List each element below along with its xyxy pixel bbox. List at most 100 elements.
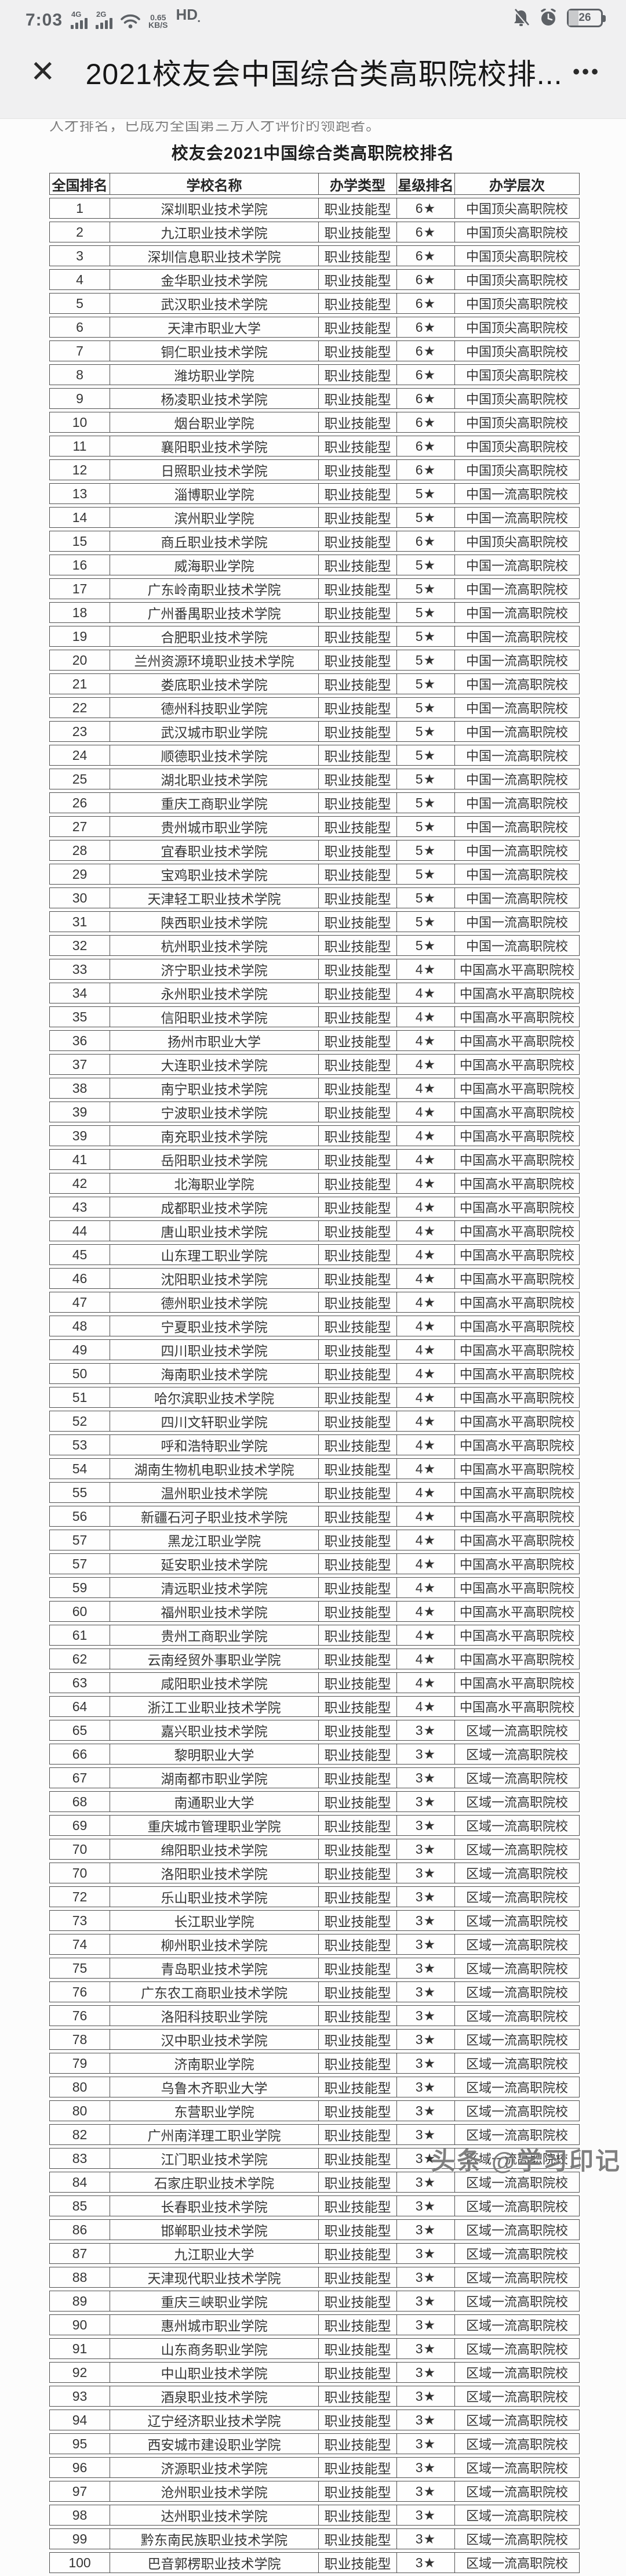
- table-row: 76 洛阳科技职业学院 职业技能型 3★ 区域一流高职院校: [49, 2005, 580, 2026]
- star-cell: 3★: [397, 2243, 455, 2264]
- school-name-cell: 四川文轩职业学院: [110, 1411, 319, 1432]
- table-row: 69 重庆城市管理职业学院 职业技能型 3★ 区域一流高职院校: [49, 1815, 580, 1836]
- intro-text-clipped: 人才排名，已成为全国第三方人才评价的领跑者。: [49, 121, 626, 135]
- type-cell: 职业技能型: [319, 2552, 397, 2573]
- school-name-cell: 重庆三峡职业学院: [110, 2291, 319, 2311]
- rank-cell: 8: [49, 364, 110, 385]
- table-row: 60 福州职业技术学院 职业技能型 4★ 中国高水平高职院校: [49, 1601, 580, 1622]
- battery-percent: 26: [578, 12, 591, 24]
- table-title: 校友会2021中国综合类高职院校排名: [171, 144, 455, 163]
- header-star: 星级排名: [397, 173, 455, 195]
- school-name-cell: 湖北职业技术学院: [110, 769, 319, 789]
- more-menu-icon[interactable]: •••: [573, 60, 600, 83]
- table-row: 64 浙江工业职业技术学院 职业技能型 4★ 中国高水平高职院校: [49, 1696, 580, 1717]
- star-cell: 4★: [397, 1316, 455, 1336]
- school-name-cell: 德州科技职业学院: [110, 697, 319, 718]
- table-row: 46 沈阳职业技术学院 职业技能型 4★ 中国高水平高职院校: [49, 1268, 580, 1289]
- star-cell: 6★: [397, 459, 455, 480]
- ranking-table-body: 1 深圳职业技术学院 职业技能型 6★ 中国顶尖高职院校 2 九江职业技术学院 职业技能型 6★…: [49, 198, 580, 2573]
- level-cell: 区域一流高职院校: [455, 2386, 580, 2407]
- star-cell: 3★: [397, 2195, 455, 2216]
- school-name-cell: 威海职业学院: [110, 555, 319, 575]
- table-row: 85 长春职业技术学院 职业技能型 3★ 区域一流高职院校: [49, 2195, 580, 2216]
- level-cell: 中国一流高职院校: [455, 697, 580, 718]
- level-cell: 区域一流高职院校: [455, 2005, 580, 2026]
- star-cell: 3★: [397, 2433, 455, 2454]
- table-row: 66 黎明职业大学 职业技能型 3★ 区域一流高职院校: [49, 1744, 580, 1765]
- type-cell: 职业技能型: [319, 816, 397, 837]
- school-name-cell: 广东岭南职业技术学院: [110, 578, 319, 599]
- school-name-cell: 天津现代职业技术学院: [110, 2267, 319, 2288]
- type-cell: 职业技能型: [319, 1601, 397, 1622]
- level-cell: 区域一流高职院校: [455, 2100, 580, 2121]
- type-cell: 职业技能型: [319, 2243, 397, 2264]
- type-cell: 职业技能型: [319, 2077, 397, 2097]
- level-cell: 中国高水平高职院校: [455, 1292, 580, 1313]
- rank-cell: 66: [49, 1744, 110, 1765]
- type-cell: 职业技能型: [319, 436, 397, 456]
- type-cell: 职业技能型: [319, 1886, 397, 1907]
- level-cell: 中国一流高职院校: [455, 602, 580, 623]
- star-cell: 4★: [397, 1363, 455, 1384]
- type-cell: 职业技能型: [319, 1268, 397, 1289]
- table-row: 39 南充职业技术学院 职业技能型 4★ 中国高水平高职院校: [49, 1125, 580, 1146]
- table-row: 33 济宁职业技术学院 职业技能型 4★ 中国高水平高职院校: [49, 959, 580, 980]
- star-cell: 5★: [397, 507, 455, 528]
- type-cell: 职业技能型: [319, 2195, 397, 2216]
- rank-cell: 57: [49, 1553, 110, 1574]
- type-cell: 职业技能型: [319, 531, 397, 552]
- school-name-cell: 济源职业技术学院: [110, 2457, 319, 2478]
- rank-cell: 61: [49, 1625, 110, 1646]
- school-name-cell: 济南职业学院: [110, 2053, 319, 2074]
- school-name-cell: 柳州职业技术学院: [110, 1934, 319, 1955]
- rank-cell: 67: [49, 1767, 110, 1788]
- school-name-cell: 扬州市职业大学: [110, 1030, 319, 1051]
- school-name-cell: 潍坊职业学院: [110, 364, 319, 385]
- table-row: 39 宁波职业技术学院 职业技能型 4★ 中国高水平高职院校: [49, 1102, 580, 1122]
- level-cell: 区域一流高职院校: [455, 1767, 580, 1788]
- star-cell: 3★: [397, 2077, 455, 2097]
- star-cell: 5★: [397, 911, 455, 932]
- star-cell: 4★: [397, 1054, 455, 1075]
- school-name-cell: 延安职业技术学院: [110, 1553, 319, 1574]
- star-cell: 3★: [397, 2124, 455, 2145]
- table-row: 34 永州职业技术学院 职业技能型 4★ 中国高水平高职院校: [49, 983, 580, 1003]
- type-cell: 职业技能型: [319, 887, 397, 908]
- star-cell: 5★: [397, 626, 455, 647]
- type-cell: 职业技能型: [319, 269, 397, 290]
- table-row: 79 济南职业学院 职业技能型 3★ 区域一流高职院校: [49, 2053, 580, 2074]
- table-row: 47 德州职业技术学院 职业技能型 4★ 中国高水平高职院校: [49, 1292, 580, 1313]
- close-icon[interactable]: ✕: [30, 55, 56, 89]
- rank-cell: 32: [49, 935, 110, 956]
- type-cell: 职业技能型: [319, 412, 397, 433]
- school-name-cell: 江门职业技术学院: [110, 2148, 319, 2169]
- star-cell: 3★: [397, 1981, 455, 2002]
- table-row: 73 长江职业学院 职业技能型 3★ 区域一流高职院校: [49, 1910, 580, 1931]
- star-cell: 4★: [397, 1553, 455, 1574]
- nav-bar: ✕ 2021校友会中国综合类高职院校排... •••: [0, 30, 626, 118]
- star-cell: 6★: [397, 531, 455, 552]
- school-name-cell: 深圳信息职业技术学院: [110, 245, 319, 266]
- type-cell: 职业技能型: [319, 1125, 397, 1146]
- level-cell: 区域一流高职院校: [455, 1720, 580, 1741]
- level-cell: 区域一流高职院校: [455, 2267, 580, 2288]
- type-cell: 职业技能型: [319, 388, 397, 409]
- type-cell: 职业技能型: [319, 1292, 397, 1313]
- table-row: 32 杭州职业技术学院 职业技能型 5★ 中国一流高职院校: [49, 935, 580, 956]
- school-name-cell: 武汉城市职业学院: [110, 721, 319, 742]
- level-cell: 中国顶尖高职院校: [455, 222, 580, 242]
- type-cell: 职业技能型: [319, 245, 397, 266]
- rank-cell: 99: [49, 2528, 110, 2549]
- type-cell: 职业技能型: [319, 1244, 397, 1265]
- type-cell: 职业技能型: [319, 293, 397, 314]
- type-cell: 职业技能型: [319, 2219, 397, 2240]
- rank-cell: 17: [49, 578, 110, 599]
- rank-cell: 95: [49, 2433, 110, 2454]
- table-row: 42 北海职业学院 职业技能型 4★ 中国高水平高职院校: [49, 1173, 580, 1194]
- star-cell: 3★: [397, 1767, 455, 1788]
- star-cell: 3★: [397, 2291, 455, 2311]
- level-cell: 中国顶尖高职院校: [455, 269, 580, 290]
- star-cell: 3★: [397, 2457, 455, 2478]
- table-row: 29 宝鸡职业技术学院 职业技能型 5★ 中国一流高职院校: [49, 864, 580, 885]
- signal-bars-icon: [71, 17, 88, 29]
